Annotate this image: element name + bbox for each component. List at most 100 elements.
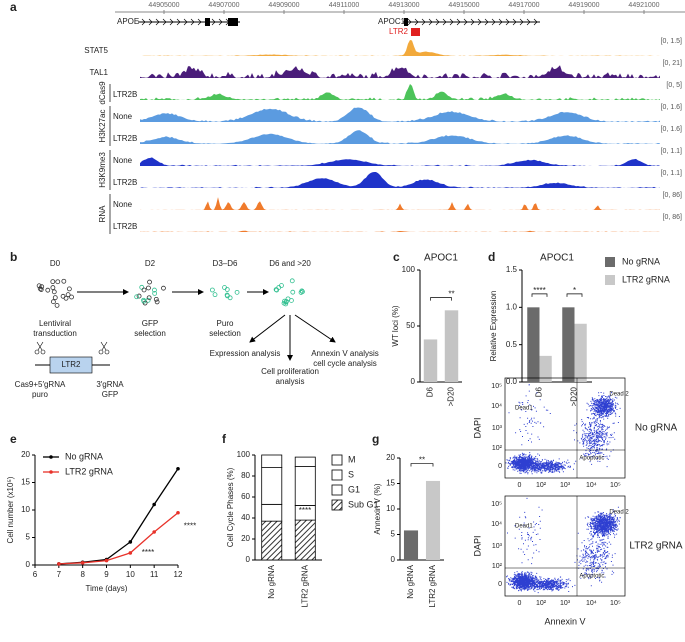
analysis-label: Annexin V analysis	[311, 349, 379, 358]
track-label: LTR2B	[113, 134, 137, 143]
bar	[562, 307, 575, 382]
element-box	[411, 28, 420, 36]
cell	[38, 287, 44, 292]
chart-title: APOC1	[424, 253, 458, 264]
cell	[147, 279, 152, 285]
gate-label: Dead1	[515, 406, 533, 412]
flow-condition: LTR2 gRNA	[629, 541, 682, 552]
track-range: [0, 5]	[666, 82, 682, 89]
point	[152, 502, 156, 507]
y-axis-label: Cell Cycle Phases (%)	[226, 467, 235, 547]
group-label: dCas9	[98, 81, 107, 105]
flow-frame	[504, 377, 626, 479]
bar-segment	[294, 456, 316, 467]
point	[152, 530, 156, 534]
track-range: [0, 1.6]	[661, 104, 682, 111]
y-tick-label: 5	[391, 530, 396, 539]
flow-x-tick-label: 10⁴	[586, 482, 597, 489]
legend-label: Sub G1	[348, 499, 379, 509]
track-signal	[140, 230, 660, 232]
flow-y-tick-label: 10³	[492, 425, 503, 432]
coordinate-label: 44917000	[508, 2, 539, 9]
cell	[61, 278, 67, 284]
coordinate-label: 44911000	[329, 2, 360, 9]
analysis-label: Expression analysis	[210, 349, 281, 358]
y-tick-label: 50	[406, 321, 415, 330]
y-tick-label: 5	[26, 533, 31, 542]
flow-y-label: DAPI	[472, 417, 482, 438]
bar	[444, 310, 459, 382]
y-tick-label: 0	[246, 555, 251, 564]
y-tick-label: 10	[386, 504, 395, 513]
flow-y-tick-label: 10³	[492, 543, 503, 550]
legend-swatch	[331, 454, 343, 466]
track-label: None	[113, 200, 133, 209]
x-tick-label: 7	[57, 570, 62, 579]
coordinate-label: 44909000	[268, 2, 299, 9]
analysis-label: Cell proliferation	[261, 367, 319, 376]
point	[176, 510, 180, 515]
cell	[69, 294, 74, 300]
cell	[141, 297, 146, 303]
gate-label: Apoptotic	[579, 574, 604, 580]
y-tick-label: 100	[237, 450, 251, 459]
construct-caption: puro	[32, 390, 49, 399]
y-axis-label: Relative Expression	[489, 291, 498, 362]
cell	[145, 297, 151, 303]
exon	[205, 18, 210, 26]
track-range: [0, 1.1]	[661, 148, 682, 155]
significance-label: ****	[299, 506, 311, 515]
cell	[141, 287, 147, 293]
cell	[50, 285, 56, 290]
group-label: H3K27ac	[98, 110, 107, 143]
y-tick-label: 20	[241, 534, 250, 543]
gene-label: APOC1	[378, 17, 406, 26]
analysis-label: cell cycle analysis	[313, 359, 377, 368]
bar	[425, 480, 441, 560]
legend-label: G1	[348, 484, 360, 494]
y-axis-label: Annexin V (%)	[373, 483, 382, 534]
gene-label: APOE	[117, 17, 139, 26]
step-day: D2	[145, 259, 156, 268]
track-label: LTR2B	[113, 178, 137, 187]
construct-caption: GFP	[102, 390, 118, 399]
cell	[51, 289, 57, 295]
flow-y-tick-label: 0	[498, 581, 502, 588]
coordinate-label: 44913000	[388, 2, 419, 9]
panel-label: c	[393, 250, 400, 264]
bar	[527, 307, 540, 382]
track-label: TAL1	[89, 68, 108, 77]
track-signal	[140, 172, 660, 188]
point	[176, 466, 180, 471]
x-tick-label: 11	[150, 570, 159, 579]
cell	[289, 278, 295, 284]
flow-events	[506, 497, 621, 594]
point	[128, 551, 133, 555]
cell	[224, 287, 230, 292]
point	[57, 562, 61, 566]
significance-bracket	[410, 463, 434, 467]
construct-label: LTR2	[62, 360, 82, 369]
y-tick-label: 20	[386, 453, 395, 462]
group-label: RNA	[98, 205, 107, 223]
group-label: H3K9me3	[98, 152, 107, 188]
step-caption: GFP	[142, 319, 158, 328]
x-tick-label: No gRNA	[267, 564, 276, 598]
cell	[282, 298, 287, 304]
track-range: [0, 1.6]	[661, 126, 682, 133]
flow-y-tick-label: 0	[498, 463, 502, 470]
track-range: [0, 86]	[663, 192, 683, 199]
point	[128, 540, 133, 544]
x-tick-label: D6	[426, 386, 435, 397]
flow-y-tick-label: 10⁴	[491, 403, 502, 410]
step-caption: Puro	[217, 319, 234, 328]
legend-label: LTR2 gRNA	[622, 274, 670, 284]
coordinate-label: 44915000	[448, 2, 479, 9]
panel-label: f	[222, 432, 227, 446]
significance-bracket	[566, 293, 583, 297]
legend-marker	[49, 470, 53, 474]
legend-label: S	[348, 469, 354, 479]
legend-swatch	[331, 469, 343, 481]
y-tick-label: 0.5	[506, 340, 518, 349]
exon	[228, 18, 238, 26]
